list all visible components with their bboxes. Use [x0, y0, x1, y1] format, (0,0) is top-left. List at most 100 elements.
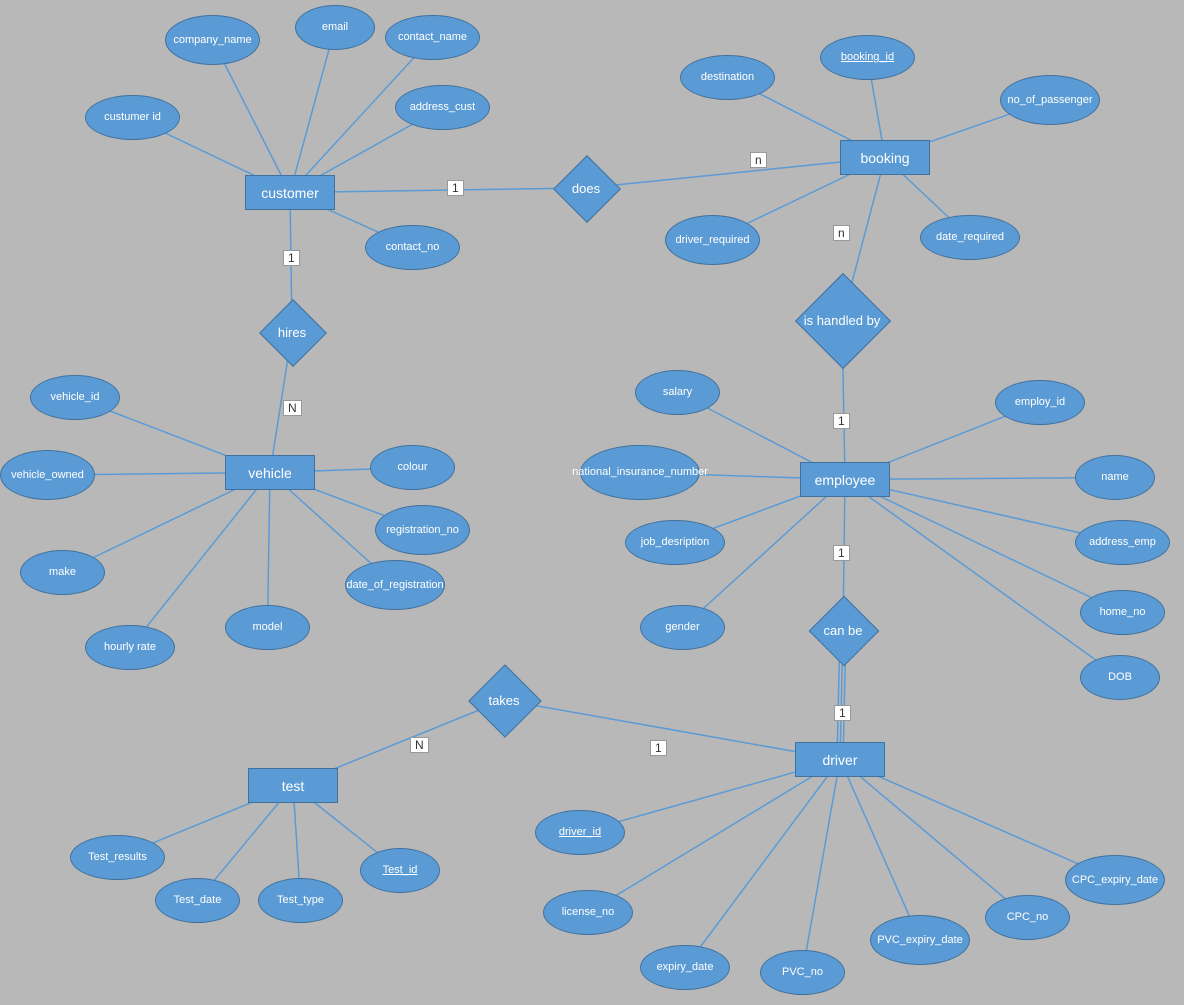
attribute-label: home_no: [1100, 606, 1146, 618]
entity-label: customer: [261, 185, 319, 201]
attribute-salary: salary: [635, 370, 720, 415]
attribute-label: PVC_no: [782, 966, 823, 978]
attribute-label: registration_no: [386, 524, 459, 536]
attribute-email: email: [295, 5, 375, 50]
attribute-company_name: company_name: [165, 15, 260, 65]
attribute-label: contact_name: [398, 31, 467, 43]
attribute-date_of_registration: date_of_registration: [345, 560, 445, 610]
attribute-colour: colour: [370, 445, 455, 490]
attribute-expiry_date: expiry_date: [640, 945, 730, 990]
entity-test: test: [248, 768, 338, 803]
attribute-label: company_name: [173, 34, 251, 46]
entity-label: employee: [815, 472, 876, 488]
attribute-DOB: DOB: [1080, 655, 1160, 700]
attribute-label: job_desription: [641, 536, 710, 548]
attribute-vehicle_id: vehicle_id: [30, 375, 120, 420]
entity-label: booking: [860, 150, 909, 166]
entity-customer: customer: [245, 175, 335, 210]
attribute-label: colour: [398, 461, 428, 473]
attribute-driver_required: driver_required: [665, 215, 760, 265]
attribute-license_no: license_no: [543, 890, 633, 935]
attribute-contact_name: contact_name: [385, 15, 480, 60]
attribute-booking_id: booking_id: [820, 35, 915, 80]
connector-lines: [0, 0, 1184, 1005]
attribute-label: expiry_date: [657, 961, 714, 973]
cardinality-label: 1: [283, 250, 300, 266]
attribute-label: vehicle_owned: [11, 469, 84, 481]
attribute-address_cust: address_cust: [395, 85, 490, 130]
attribute-CPC_expiry_date: CPC_expiry_date: [1065, 855, 1165, 905]
cardinality-label: n: [833, 225, 850, 241]
attribute-date_required: date_required: [920, 215, 1020, 260]
attribute-label: driver_required: [676, 234, 750, 246]
attribute-label: license_no: [562, 906, 615, 918]
attribute-label: vehicle_id: [51, 391, 100, 403]
attribute-registration_no: registration_no: [375, 505, 470, 555]
attribute-label: address_emp: [1089, 536, 1156, 548]
attribute-label: booking_id: [841, 51, 894, 63]
attribute-gender: gender: [640, 605, 725, 650]
attribute-national_insurance: national_insurance_number: [580, 445, 700, 500]
entity-label: driver: [822, 752, 857, 768]
cardinality-label: 1: [833, 545, 850, 561]
entity-label: vehicle: [248, 465, 292, 481]
attribute-label: employ_id: [1015, 396, 1065, 408]
attribute-label: CPC_no: [1007, 911, 1049, 923]
attribute-label: make: [49, 566, 76, 578]
attribute-CPC_no: CPC_no: [985, 895, 1070, 940]
attribute-label: Test_results: [88, 851, 147, 863]
cardinality-label: 1: [447, 180, 464, 196]
attribute-no_of_passenger: no_of_passenger: [1000, 75, 1100, 125]
attribute-job_description: job_desription: [625, 520, 725, 565]
entity-label: test: [282, 778, 305, 794]
attribute-label: contact_no: [386, 241, 440, 253]
cardinality-label: 1: [834, 705, 851, 721]
attribute-label: Test_id: [383, 864, 418, 876]
attribute-label: no_of_passenger: [1007, 94, 1092, 106]
attribute-hourly_rate: hourly rate: [85, 625, 175, 670]
attribute-label: salary: [663, 386, 692, 398]
cardinality-label: N: [410, 737, 429, 753]
entity-vehicle: vehicle: [225, 455, 315, 490]
cardinality-label: 1: [650, 740, 667, 756]
attribute-home_no: home_no: [1080, 590, 1165, 635]
attribute-label: email: [322, 21, 348, 33]
attribute-custumer_id: custumer id: [85, 95, 180, 140]
attribute-label: destination: [701, 71, 754, 83]
attribute-make: make: [20, 550, 105, 595]
attribute-label: Test_date: [174, 894, 222, 906]
attribute-label: DOB: [1108, 671, 1132, 683]
attribute-label: national_insurance_number: [572, 466, 708, 478]
attribute-address_emp: address_emp: [1075, 520, 1170, 565]
attribute-label: driver_id: [559, 826, 601, 838]
attribute-destination: destination: [680, 55, 775, 100]
cardinality-label: N: [283, 400, 302, 416]
attribute-vehicle_owned: vehicle_owned: [0, 450, 95, 500]
cardinality-label: n: [750, 152, 767, 168]
cardinality-label: 1: [833, 413, 850, 429]
entity-driver: driver: [795, 742, 885, 777]
attribute-driver_id: driver_id: [535, 810, 625, 855]
attribute-Test_results: Test_results: [70, 835, 165, 880]
attribute-label: address_cust: [410, 101, 475, 113]
attribute-label: name: [1101, 471, 1129, 483]
entity-employee: employee: [800, 462, 890, 497]
attribute-label: custumer id: [104, 111, 161, 123]
entity-booking: booking: [840, 140, 930, 175]
attribute-Test_date: Test_date: [155, 878, 240, 923]
attribute-label: date_of_registration: [346, 579, 443, 591]
attribute-label: hourly rate: [104, 641, 156, 653]
attribute-model: model: [225, 605, 310, 650]
attribute-label: model: [253, 621, 283, 633]
attribute-PVC_expiry_date: PVC_expiry_date: [870, 915, 970, 965]
attribute-label: CPC_expiry_date: [1072, 874, 1158, 886]
attribute-label: date_required: [936, 231, 1004, 243]
attribute-Test_type: Test_type: [258, 878, 343, 923]
attribute-label: Test_type: [277, 894, 324, 906]
attribute-PVC_no: PVC_no: [760, 950, 845, 995]
attribute-name: name: [1075, 455, 1155, 500]
attribute-employ_id: employ_id: [995, 380, 1085, 425]
attribute-contact_no: contact_no: [365, 225, 460, 270]
attribute-Test_id: Test_id: [360, 848, 440, 893]
attribute-label: gender: [665, 621, 699, 633]
